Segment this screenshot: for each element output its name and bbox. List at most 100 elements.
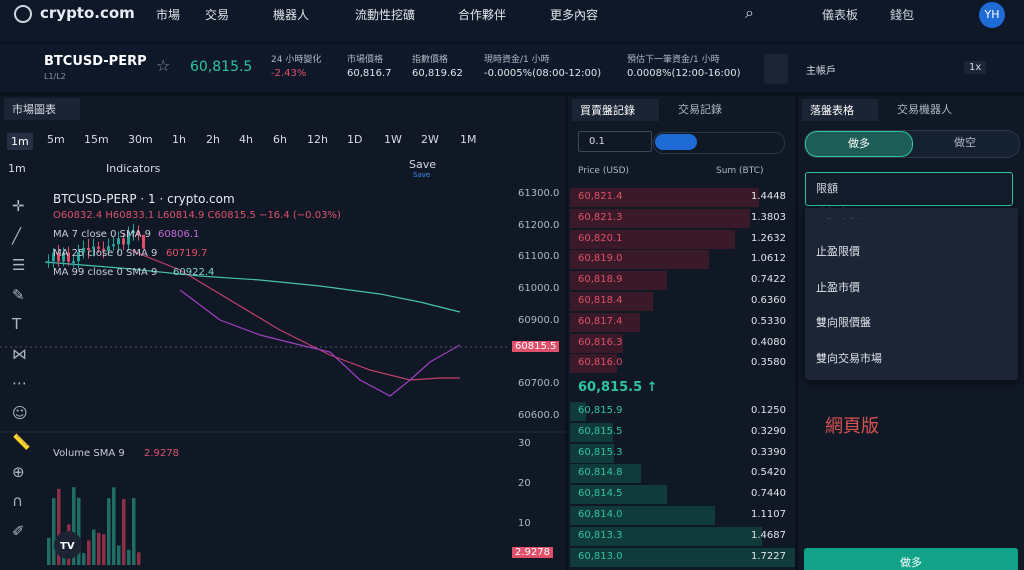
- submit-button[interactable]: 做多: [804, 548, 1018, 570]
- volume-bar: [97, 532, 101, 565]
- next-button[interactable]: [764, 54, 788, 84]
- drawing-tool: ✐: [12, 521, 25, 540]
- form-tab[interactable]: 落盤表格: [802, 99, 878, 121]
- ob-price: 60,814.8: [578, 467, 623, 479]
- stat-label: 現時資金/1 小時: [484, 55, 550, 65]
- nav-menu-item[interactable]: 流動性挖礦: [355, 8, 416, 22]
- legend-ohlc: O60832.4 H60833.1 L60814.9 C60815.5 −16.…: [53, 210, 341, 221]
- interval-button[interactable]: 2W: [421, 133, 439, 146]
- bots-tab[interactable]: 交易機器人: [897, 103, 952, 116]
- candle: [127, 231, 130, 245]
- interval-button[interactable]: 12h: [307, 133, 328, 146]
- dropdown-option[interactable]: 止盈市價: [816, 280, 860, 294]
- candle: [112, 244, 115, 247]
- volume-bar: [127, 549, 131, 565]
- volume-bar: [72, 487, 76, 565]
- indicators-button[interactable]: Indicators: [106, 162, 161, 175]
- logo[interactable]: crypto.com: [40, 4, 135, 22]
- drawing-tool: 📏: [12, 433, 31, 451]
- step-select[interactable]: 0.1: [578, 131, 652, 152]
- interval-button[interactable]: 1M: [460, 133, 477, 146]
- sell-side[interactable]: 做空: [954, 136, 976, 149]
- avatar[interactable]: YH: [979, 2, 1005, 28]
- interval-button[interactable]: 2h: [206, 133, 220, 146]
- interval-button[interactable]: 1W: [384, 133, 402, 146]
- nav-menu-item[interactable]: 市場: [156, 8, 181, 22]
- interval-button[interactable]: 15m: [84, 133, 109, 146]
- view-toggle-active: [655, 134, 697, 150]
- ma25-line: [129, 249, 460, 381]
- ob-sum: 0.5330: [751, 315, 786, 327]
- ticker-symbol: BTCUSD-PERP: [44, 54, 147, 69]
- stat-label: 預估下一筆資金/1 小時: [627, 55, 720, 65]
- dropdown-option[interactable]: 止盈限價: [816, 245, 860, 258]
- candle: [137, 231, 140, 235]
- depth-bar: [570, 333, 624, 353]
- drawing-tool: ☺: [12, 403, 28, 422]
- trades-tab[interactable]: 交易記錄: [678, 103, 722, 116]
- buy-side[interactable]: 做多: [805, 131, 913, 157]
- ob-price: 60,816.3: [578, 336, 623, 348]
- depth-bar: [570, 485, 668, 505]
- nav-dashboard[interactable]: 儀表板: [822, 8, 859, 22]
- stat-label: 24 小時變化: [271, 55, 322, 65]
- interval-button[interactable]: 6h: [273, 133, 287, 146]
- price-tick: 61000.0: [518, 283, 560, 295]
- ob-sum: 1.4448: [751, 191, 786, 202]
- nav-bar: [0, 0, 1024, 42]
- nav-menu-item[interactable]: 合作夥伴: [458, 8, 507, 22]
- depth-bar: [570, 443, 615, 463]
- candle: [77, 252, 80, 262]
- dropdown-option[interactable]: 雙向交易市場: [816, 351, 882, 365]
- ob-price: 60,813.3: [578, 529, 623, 541]
- ob-price: 60,817.4: [578, 315, 623, 327]
- depth-bar: [570, 464, 641, 484]
- order-book-tab[interactable]: 買賣盤記錄: [572, 99, 659, 121]
- depth-bar: [570, 188, 759, 207]
- drawing-tool: ☰: [12, 256, 26, 274]
- volume-bar: [52, 498, 56, 565]
- depth-bar: [570, 402, 587, 421]
- interval-button[interactable]: 5m: [47, 133, 65, 146]
- ob-sum: 1.3803: [751, 211, 786, 223]
- volume-bar: [87, 540, 91, 565]
- candle: [142, 234, 145, 249]
- tv-logo-text: TV: [60, 541, 75, 552]
- view-toggle[interactable]: [653, 132, 785, 154]
- ob-price: 60,818.9: [578, 274, 623, 286]
- ob-sum: 0.3390: [751, 446, 786, 458]
- depth-bar: [570, 292, 654, 311]
- save-sub: Save: [413, 171, 431, 179]
- account-select[interactable]: 主帳戶: [806, 66, 836, 77]
- volume-last-label: 2.9278: [512, 547, 553, 558]
- ob-price: 60,813.0: [578, 550, 623, 562]
- interval-button[interactable]: 4h: [239, 133, 253, 146]
- nav-menu-item[interactable]: 更多內容: [550, 8, 599, 22]
- price-tick: 61100.0: [518, 251, 560, 263]
- interval-button[interactable]: 1h: [172, 133, 186, 146]
- ob-price: 60,818.4: [578, 295, 623, 306]
- interval-button[interactable]: 30m: [128, 133, 153, 146]
- nav-menu-item[interactable]: 機器人: [273, 8, 310, 22]
- dropdown-option[interactable]: 雙向限價盤: [816, 316, 871, 329]
- candle: [107, 246, 110, 251]
- nav-menu-item[interactable]: 交易: [205, 8, 230, 22]
- toolbar-interval[interactable]: 1m: [8, 162, 26, 175]
- candle: [97, 246, 100, 249]
- depth-bar: [570, 250, 709, 270]
- last-price-label: 60815.5: [512, 341, 560, 352]
- depth-bar: [570, 229, 735, 249]
- ob-price: 60,819.0: [578, 253, 623, 265]
- nav-wallet[interactable]: 錢包: [890, 8, 915, 22]
- chart-tab: 市場圖表: [4, 98, 80, 120]
- save-button[interactable]: Save: [409, 158, 437, 171]
- leverage[interactable]: 1x: [964, 61, 987, 74]
- order-type-select[interactable]: 限額: [805, 172, 1013, 206]
- volume-bar: [122, 499, 126, 565]
- candle: [132, 231, 135, 234]
- tv-logo: [54, 531, 82, 559]
- interval-button[interactable]: 1D: [347, 133, 363, 146]
- candle: [82, 248, 85, 253]
- interval-button[interactable]: 1m: [7, 133, 33, 150]
- ma-label: MA 25 close 0 SMA 9: [53, 248, 158, 259]
